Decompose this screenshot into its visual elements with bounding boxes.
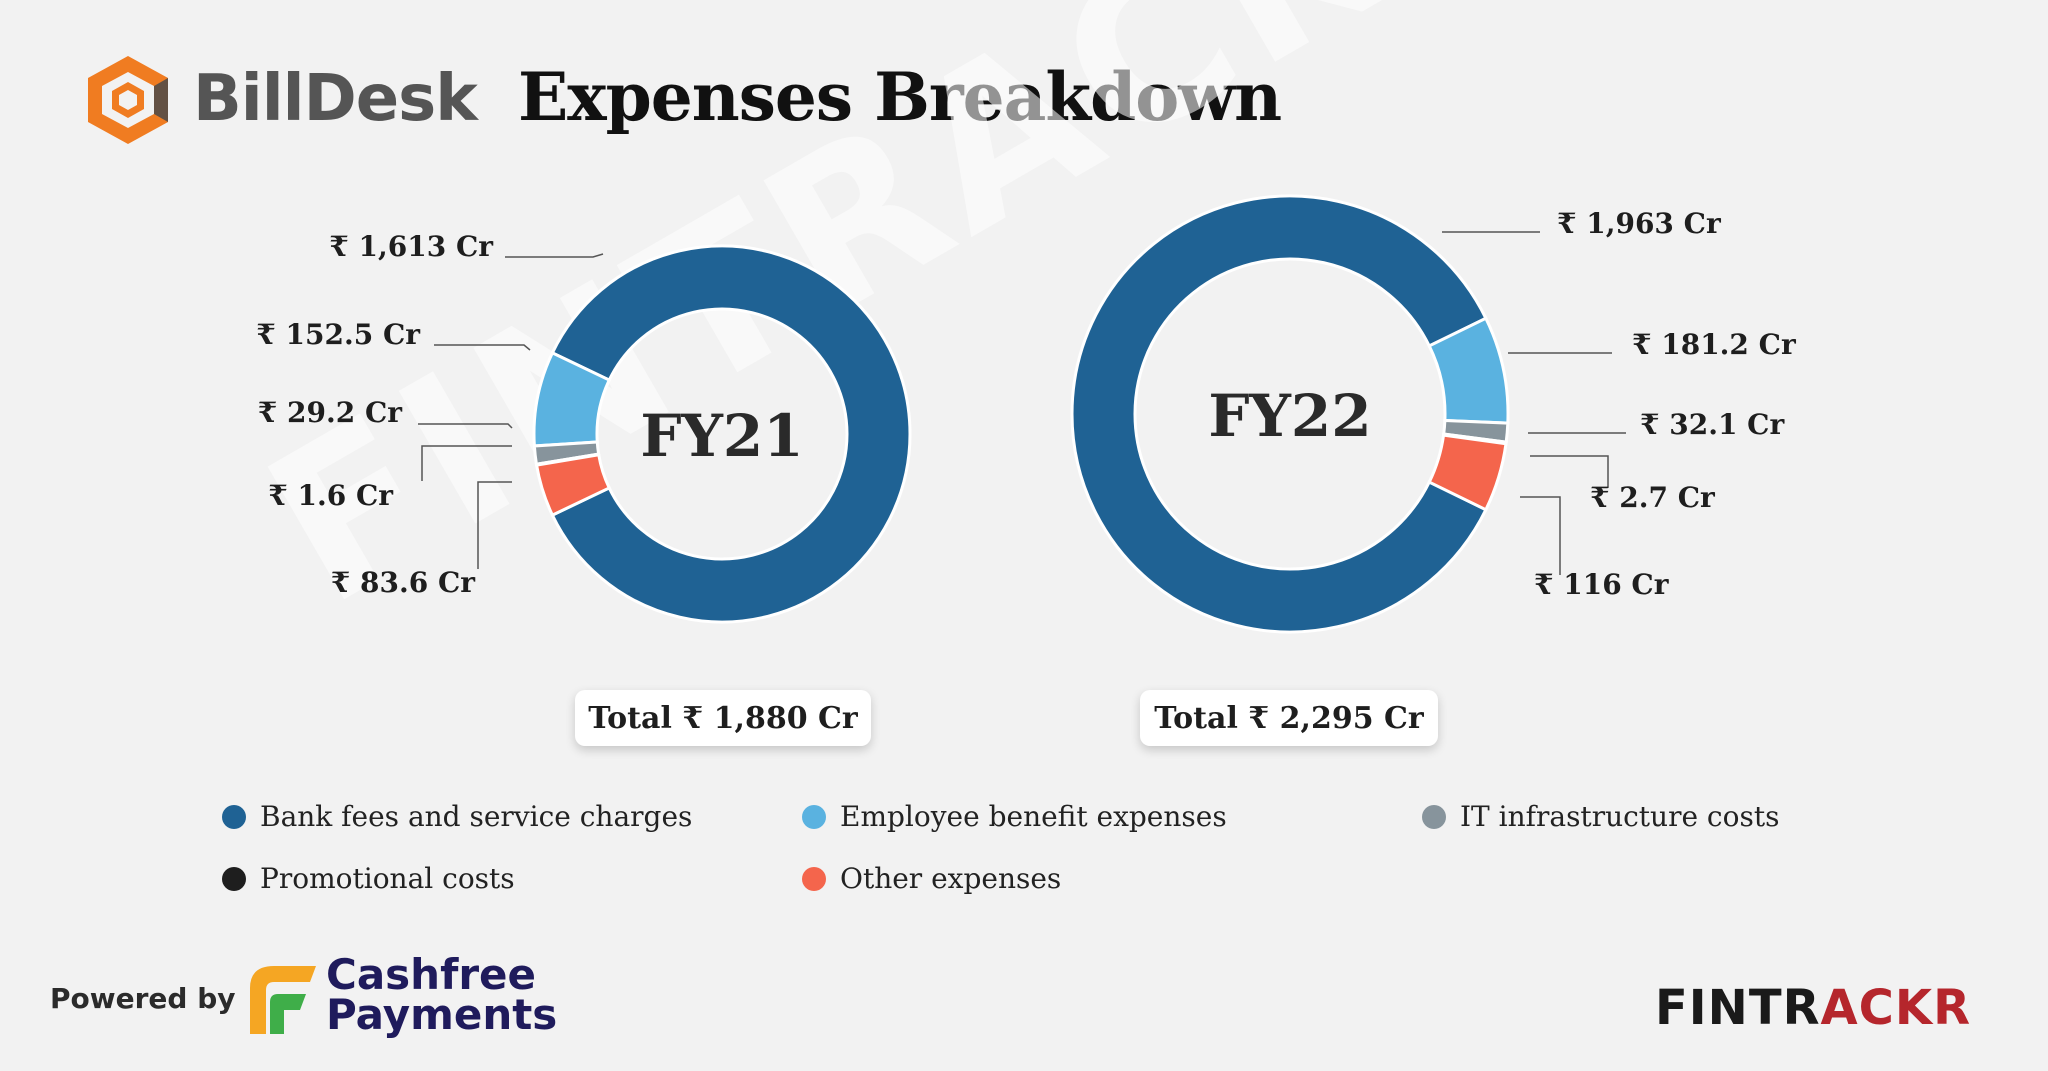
fy22-leader-line-other	[1520, 496, 1561, 575]
legend-label: Other expenses	[840, 862, 1062, 895]
fy21-leader-line-it-infrastructure	[418, 423, 513, 429]
cashfree-payments-wordmark: Cashfree Payments	[326, 950, 558, 1039]
fy21-leader-line-promotional	[421, 445, 512, 481]
fy21-leader-line-other	[477, 481, 512, 569]
fy21-value-label-employee-benefit: ₹ 152.5 Cr	[256, 318, 421, 351]
powered-by-label: Powered by	[50, 982, 236, 1015]
fy21-slice-other	[534, 453, 612, 518]
fy21-slice-bank-fees	[550, 244, 912, 624]
fy22-leader-line-promotional	[1530, 455, 1609, 488]
legend-item-employee-benefit: Employee benefit expenses	[802, 800, 1227, 833]
legend-dot-icon	[1422, 804, 1446, 829]
page-title: Expenses Breakdown	[518, 58, 1282, 136]
fintrackr-red-text: ACKR	[1820, 980, 1972, 1036]
brand-name: BillDesk	[193, 62, 478, 136]
fy22-slice-bank-fees	[1070, 194, 1488, 634]
fy22-value-label-other: ₹ 116 Cr	[1534, 568, 1670, 601]
legend-item-promotional: Promotional costs	[222, 862, 515, 895]
legend-dot-icon	[802, 866, 826, 891]
cashfree-line2: Payments	[326, 990, 558, 1039]
legend-label: IT infrastructure costs	[1460, 800, 1780, 833]
billdesk-logo-icon	[88, 56, 168, 144]
fy21-leader-line-bank-fees	[505, 253, 604, 258]
fy21-center-label: FY21	[640, 402, 803, 470]
fy22-value-label-promotional: ₹ 2.7 Cr	[1590, 481, 1716, 514]
fy22-total-label: Total ₹ 2,295 Cr	[1140, 690, 1438, 746]
fintrackr-dark-text: FINTR	[1655, 980, 1821, 1036]
fy22-value-label-employee-benefit: ₹ 181.2 Cr	[1632, 328, 1797, 361]
fy22-slice-other	[1427, 433, 1508, 512]
legend-label: Promotional costs	[260, 862, 515, 895]
fy21-leader-line-employee-benefit	[434, 344, 531, 351]
fy22-value-label-bank-fees: ₹ 1,963 Cr	[1557, 207, 1722, 240]
legend-dot-icon	[802, 804, 826, 829]
fy22-center-label: FY22	[1208, 382, 1371, 450]
cashfree-line1: Cashfree	[326, 950, 537, 999]
fy22-value-label-it-infrastructure: ₹ 32.1 Cr	[1640, 408, 1785, 441]
fy21-value-label-bank-fees: ₹ 1,613 Cr	[329, 230, 494, 263]
fintrackr-logo: FINTRACKR	[1655, 980, 1971, 1036]
legend-item-other: Other expenses	[802, 862, 1061, 895]
legend-item-bank-fees: Bank fees and service charges	[222, 800, 692, 833]
legend-dot-icon	[222, 804, 246, 829]
fy21-value-label-it-infrastructure: ₹ 29.2 Cr	[258, 396, 403, 429]
cashfree-logo-icon	[250, 966, 316, 1034]
fy21-total-label: Total ₹ 1,880 Cr	[575, 690, 871, 746]
legend-label: Employee benefit expenses	[840, 800, 1227, 833]
legend-label: Bank fees and service charges	[260, 800, 693, 833]
fy21-slice-employee-benefit	[532, 350, 612, 448]
fy21-value-label-promotional: ₹ 1.6 Cr	[268, 479, 394, 512]
fy21-value-label-other: ₹ 83.6 Cr	[331, 566, 476, 599]
legend-item-it-infrastructure: IT infrastructure costs	[1422, 800, 1779, 833]
legend-dot-icon	[222, 866, 246, 891]
